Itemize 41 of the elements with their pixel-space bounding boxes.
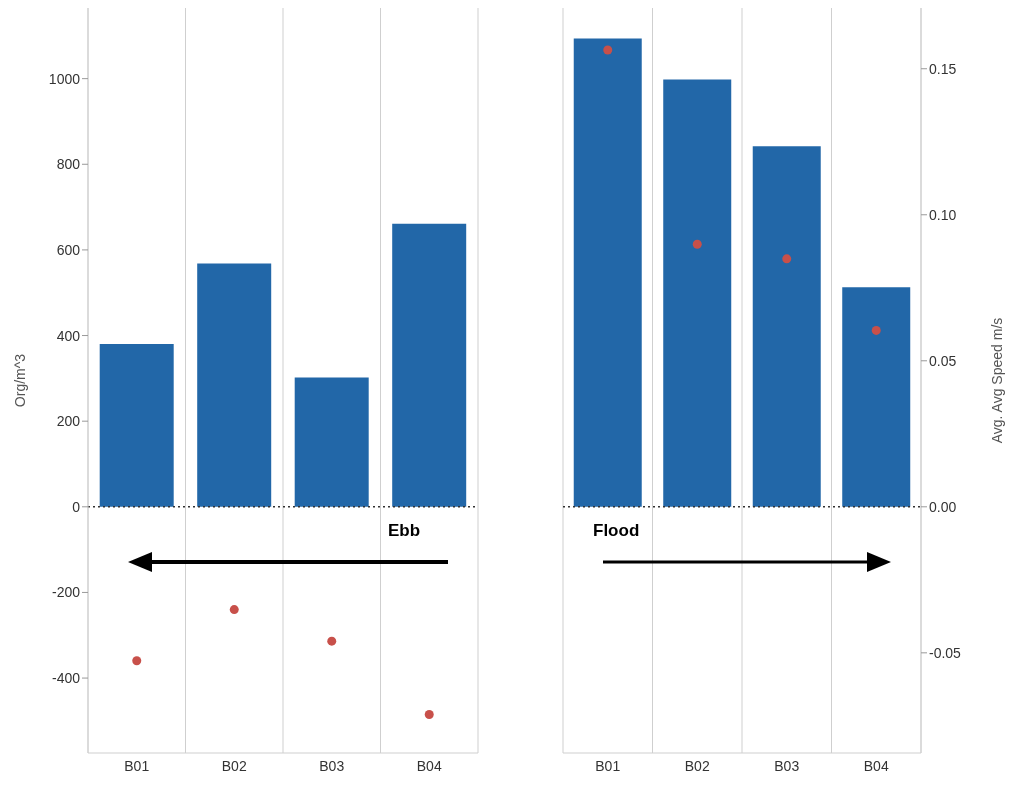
bar — [663, 79, 732, 507]
x-tick-label: B03 — [774, 757, 800, 774]
y-tick-label: 400 — [56, 327, 81, 344]
x-tick-label: B02 — [221, 757, 247, 774]
point — [603, 45, 613, 55]
y-tick-label: 0 — [72, 498, 81, 515]
x-tick-label: B01 — [124, 757, 150, 774]
bar — [99, 344, 174, 507]
y2-tick-label: 0.00 — [929, 498, 957, 515]
y-tick-label: -200 — [51, 584, 81, 601]
point — [871, 325, 881, 335]
point — [132, 656, 142, 666]
y-tick-label: 600 — [56, 241, 81, 258]
bar — [197, 263, 272, 507]
point — [229, 605, 239, 615]
bar — [573, 38, 642, 507]
x-tick-label: B03 — [319, 757, 345, 774]
annotation: Flood — [593, 520, 640, 541]
x-tick-label: B04 — [863, 757, 889, 774]
bar — [752, 146, 821, 507]
x-tick-label: B04 — [416, 757, 442, 774]
y-tick-label: 800 — [56, 156, 81, 173]
point — [327, 636, 337, 646]
bar — [392, 223, 467, 507]
y2-tick-label: 0.15 — [929, 60, 957, 77]
bar — [294, 377, 369, 507]
y-axis-title: Org/m^3 — [11, 353, 28, 408]
x-tick-label: B02 — [684, 757, 710, 774]
x-tick-label: B01 — [595, 757, 621, 774]
y2-axis-title: Avg. Avg Speed m/s — [988, 317, 1005, 444]
annotation: Ebb — [388, 520, 421, 541]
bar — [842, 287, 911, 507]
y-tick-label: 1000 — [48, 70, 81, 87]
y2-tick-label: 0.10 — [929, 206, 957, 223]
y-tick-label: 200 — [56, 413, 81, 430]
point — [424, 709, 434, 719]
point — [692, 239, 702, 249]
y2-tick-label: -0.05 — [929, 644, 962, 661]
y2-tick-label: 0.05 — [929, 352, 957, 369]
point — [782, 254, 792, 264]
y-tick-label: -400 — [51, 670, 81, 687]
